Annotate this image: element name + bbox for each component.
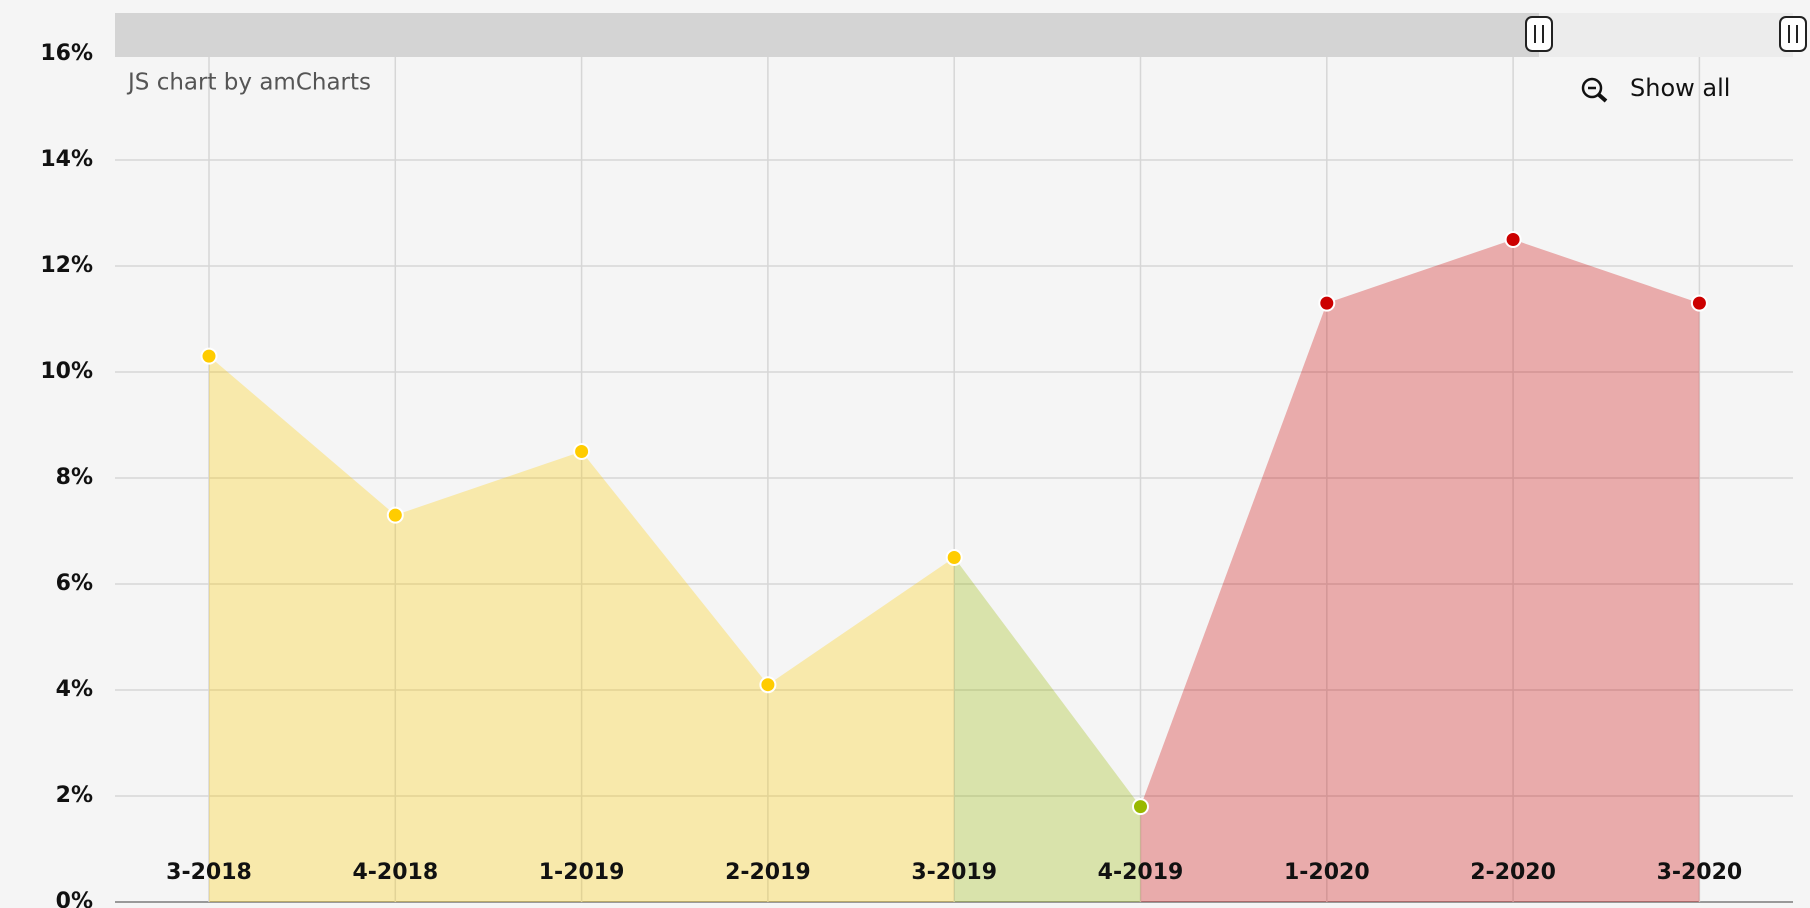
y-tick-label: 12% xyxy=(40,253,93,278)
zoom-button-label[interactable]: Show all xyxy=(1630,74,1730,102)
y-tick-label: 6% xyxy=(56,571,93,596)
areas xyxy=(209,239,1700,903)
y-tick-label: 16% xyxy=(40,41,93,66)
data-point[interactable] xyxy=(945,549,963,566)
y-tick-label: 8% xyxy=(56,465,93,490)
data-point[interactable] xyxy=(573,443,591,460)
scrollbar-selection[interactable] xyxy=(1539,13,1793,57)
x-tick-label: 4-2019 xyxy=(1098,860,1184,885)
data-point[interactable] xyxy=(386,506,404,524)
x-tick-label: 3-2020 xyxy=(1657,860,1743,885)
y-tick-label: 4% xyxy=(56,677,93,702)
scrollbar[interactable] xyxy=(115,13,1793,57)
area-segment xyxy=(954,557,1141,902)
area-segment xyxy=(581,451,768,902)
area-segment xyxy=(1326,239,1514,902)
area-segment xyxy=(1513,239,1700,902)
scrollbar-handle[interactable] xyxy=(1779,16,1807,52)
x-tick-label: 2-2019 xyxy=(725,860,811,885)
credit[interactable]: JS chart by amCharts xyxy=(126,70,371,96)
labels: 0% 2% 4% 6% 8% 10% 12% 14% 16% 3-2018 4-2018 1-2019… xyxy=(40,41,1742,908)
x-tick-label: 1-2020 xyxy=(1284,860,1370,885)
x-tick-label: 3-2019 xyxy=(911,860,997,885)
data-point[interactable] xyxy=(1504,231,1522,248)
points xyxy=(200,231,1708,816)
x-tick-label: 3-2018 xyxy=(166,860,252,885)
data-point[interactable] xyxy=(759,676,777,694)
y-tick-label: 0% xyxy=(56,889,93,908)
area-segment xyxy=(395,451,582,902)
y-tick-label: 10% xyxy=(40,359,93,384)
scrollbar-handle[interactable] xyxy=(1525,16,1553,52)
data-point[interactable] xyxy=(1690,294,1708,312)
area-segment xyxy=(209,356,396,903)
data-point[interactable] xyxy=(1318,294,1336,312)
zoom-button[interactable]: Show all xyxy=(1581,74,1730,103)
area-segment xyxy=(1140,303,1327,903)
x-tick-label: 4-2018 xyxy=(352,860,438,885)
y-tick-label: 14% xyxy=(40,147,93,172)
x-tick-label: 1-2019 xyxy=(539,860,625,885)
data-point[interactable] xyxy=(1132,798,1149,816)
y-tick-label: 2% xyxy=(56,783,93,808)
data-point[interactable] xyxy=(200,347,218,365)
area-segment xyxy=(767,557,955,902)
x-tick-label: 2-2020 xyxy=(1470,860,1556,885)
